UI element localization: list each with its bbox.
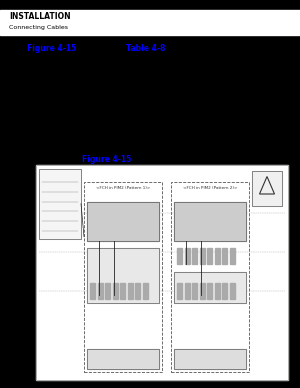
Text: <FCH in PIM2 (Pattern 1)>: <FCH in PIM2 (Pattern 1)> (96, 186, 150, 190)
Bar (84, 182, 162, 372)
Bar (87, 349, 159, 369)
Bar (192, 283, 197, 299)
Bar (98, 283, 103, 299)
Bar (207, 283, 212, 299)
Bar (184, 248, 190, 264)
Bar (87, 248, 159, 303)
Bar (36, 165, 288, 380)
Text: <FCH in PIM2 (Pattern 2)>: <FCH in PIM2 (Pattern 2)> (183, 186, 237, 190)
Bar (192, 248, 197, 264)
Bar (87, 349, 159, 369)
Text: Figure 4-15: Figure 4-15 (27, 44, 76, 53)
Text: Connecting Cables: Connecting Cables (9, 25, 68, 30)
Bar (174, 349, 246, 369)
Bar (214, 248, 220, 264)
Bar (39, 169, 81, 239)
Bar (222, 283, 227, 299)
Bar (87, 248, 159, 303)
Bar (230, 283, 235, 299)
Bar (36, 165, 288, 380)
Bar (171, 182, 249, 372)
Bar (174, 272, 246, 303)
Bar (177, 248, 182, 264)
Bar (128, 283, 133, 299)
Bar (214, 283, 220, 299)
Bar (87, 202, 159, 241)
Bar (135, 283, 140, 299)
Bar (230, 248, 235, 264)
Bar (184, 283, 190, 299)
Bar (174, 272, 246, 303)
Bar (87, 202, 159, 241)
Bar (142, 283, 148, 299)
Bar (207, 248, 212, 264)
Bar (252, 171, 282, 206)
Text: INSTALLATION: INSTALLATION (9, 12, 70, 21)
Bar (174, 349, 246, 369)
Bar (200, 248, 205, 264)
Text: Figure 4-15: Figure 4-15 (82, 154, 132, 164)
Bar (112, 283, 118, 299)
Bar (90, 283, 95, 299)
Bar (252, 171, 282, 206)
Bar (174, 202, 246, 241)
Bar (174, 202, 246, 241)
Bar (120, 283, 125, 299)
Bar (39, 169, 81, 239)
Bar (222, 248, 227, 264)
Text: Table 4-8: Table 4-8 (126, 44, 165, 53)
Bar (105, 283, 110, 299)
Bar (0, 10, 300, 35)
Bar (200, 283, 205, 299)
Bar (177, 283, 182, 299)
